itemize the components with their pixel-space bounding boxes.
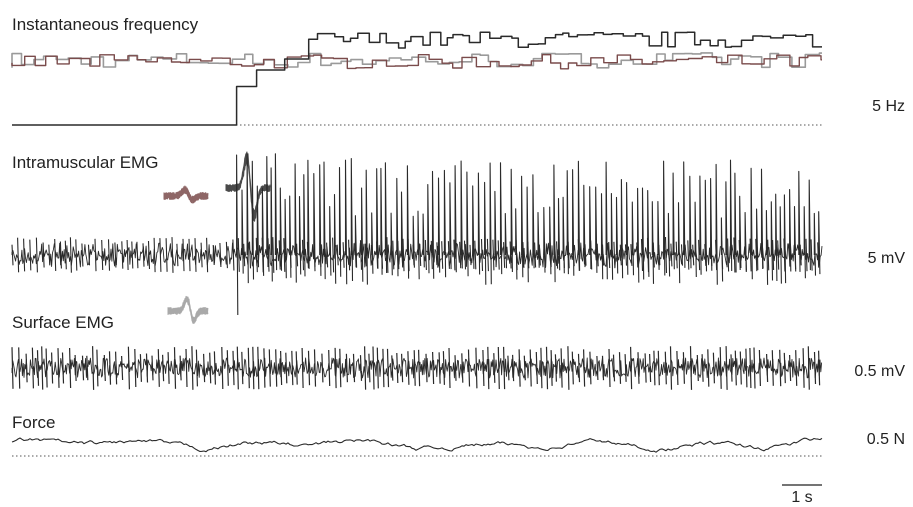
frequency-series-maroon <box>11 54 822 70</box>
frequency-series-dark <box>12 31 822 126</box>
panel-title-intramuscular: Intramuscular EMG <box>12 153 158 172</box>
waveform-insets <box>163 151 271 324</box>
intramuscular-large-spikes <box>236 153 821 316</box>
scale-label-surface: 0.5 mV <box>854 363 905 380</box>
frequency-series-gray <box>11 52 822 69</box>
scale-label-force: 0.5 N <box>867 431 905 448</box>
scale-label-frequency: 5 Hz <box>872 98 905 115</box>
scale-label-intramuscular: 5 mV <box>868 250 906 267</box>
time-scale-label: 1 s <box>791 489 812 506</box>
panel-title-frequency: Instantaneous frequency <box>12 15 199 34</box>
frequency-traces <box>11 31 822 126</box>
surface-trace <box>11 346 823 390</box>
surface-waveform-inset-gray <box>167 295 209 324</box>
surface-noise <box>11 357 823 379</box>
panel-title-force: Force <box>12 413 55 432</box>
intramuscular-waveform-inset-maroon <box>163 185 209 204</box>
panel-title-surface: Surface EMG <box>12 313 114 332</box>
surface-bursts <box>11 346 821 390</box>
force-trace <box>11 437 823 453</box>
intramuscular-noise <box>11 242 823 268</box>
intramuscular-waveform-inset-dark <box>225 151 271 222</box>
intramuscular-trace <box>11 153 823 316</box>
force-series <box>11 437 823 453</box>
